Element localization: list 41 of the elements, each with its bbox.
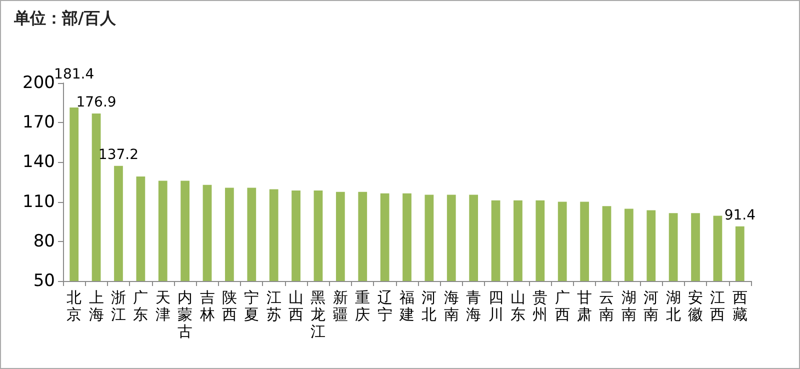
chart-title: 单位：部/百人 [13,8,117,28]
x-tick-label: 天津 [155,288,170,324]
x-tick-label: 安徽 [688,288,704,324]
x-tick-label: 宁夏 [244,288,260,324]
x-tick-label: 山东 [510,288,526,324]
x-tick-label: 西藏 [732,288,748,324]
x-tick-label: 甘肃 [577,288,592,324]
y-tick-label: 170 [22,112,55,133]
x-tick-label: 黑龙江 [310,288,326,340]
data-label: 181.4 [54,66,94,83]
x-tick-label: 内蒙古 [178,288,193,340]
x-tick-label: 江苏 [266,288,282,324]
x-tick-label: 吉林 [198,288,215,324]
data-label: 91.4 [724,207,756,224]
y-tick-label: 200 [22,73,55,93]
x-tick-label: 重庆 [355,288,370,324]
x-tick-label: 浙江 [110,288,126,324]
x-tick-label: 上海 [88,288,104,324]
x-tick-label: 福建 [398,288,414,324]
x-tick-label: 河南 [644,288,659,324]
x-tick-label: 四川 [488,288,504,324]
x-tick-label: 湖南 [621,288,636,324]
x-tick-label: 江西 [710,288,726,324]
x-tick-label: 广西 [554,288,570,324]
x-tick-label: 陕西 [222,288,237,324]
x-tick-label: 海南 [444,288,459,324]
x-tick-label: 河北 [422,288,437,324]
y-tick-label: 50 [33,271,55,291]
y-tick-label: 140 [22,152,55,172]
x-tick-label: 广东 [133,288,148,324]
x-tick-label: 青海 [466,288,482,324]
x-tick-label: 辽宁 [377,288,392,324]
x-tick-label: 山西 [288,288,304,324]
y-tick-label: 80 [33,231,55,252]
x-tick-label: 新疆 [332,288,348,324]
x-tick-label: 云南 [599,288,614,324]
x-tick-label: 湖北 [666,288,681,324]
x-tick-label: 贵州 [532,288,548,324]
y-tick-label: 110 [22,192,55,212]
x-tick-label: 北京 [66,288,82,324]
data-label: 176.9 [76,94,116,110]
